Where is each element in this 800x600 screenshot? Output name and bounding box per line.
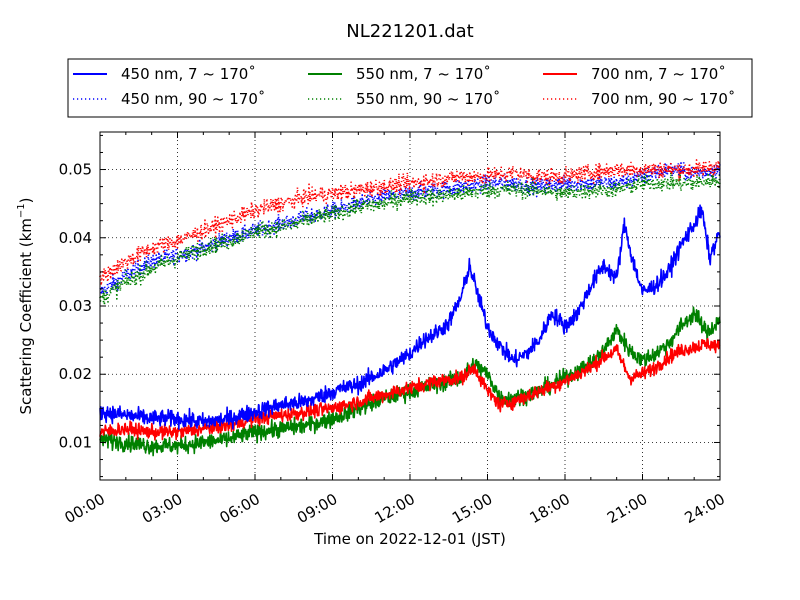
- series-line: [99, 160, 721, 296]
- series-line: [99, 159, 721, 287]
- legend-label: 550 nm, 90 ~ 170˚: [356, 90, 500, 108]
- gridlines: [100, 132, 720, 480]
- y-tick-labels: 0.01 0.02 0.03 0.04 0.05: [59, 161, 92, 452]
- y-tick-label: 0.05: [59, 161, 92, 179]
- series-line: [99, 204, 721, 430]
- chart-title: NL221201.dat: [346, 21, 473, 42]
- legend: 450 nm, 7 ~ 170˚ 450 nm, 90 ~ 170˚ 550 nm,…: [67, 58, 753, 118]
- legend-label: 450 nm, 7 ~ 170˚: [121, 65, 256, 83]
- series-line: [99, 337, 721, 441]
- legend-label: 550 nm, 7 ~ 170˚: [356, 65, 491, 83]
- axis-ticks: [99, 132, 721, 480]
- y-tick-label: 0.03: [59, 297, 92, 315]
- y-tick-label: 0.01: [59, 433, 92, 451]
- x-axis-label: Time on 2022-12-01 (JST): [313, 530, 506, 548]
- legend-label: 700 nm, 90 ~ 170˚: [591, 90, 735, 108]
- series-line: [99, 306, 721, 457]
- legend-label: 450 nm, 90 ~ 170˚: [121, 90, 265, 108]
- legend-label: 700 nm, 7 ~ 170˚: [591, 65, 726, 83]
- legend-frame: [67, 58, 753, 118]
- plot-series: [99, 159, 721, 457]
- y-axis-label: Scattering Coefficient (km−1): [16, 197, 35, 414]
- y-tick-label: 0.02: [59, 365, 92, 383]
- y-tick-label: 0.04: [59, 229, 92, 247]
- series-line: [99, 171, 721, 307]
